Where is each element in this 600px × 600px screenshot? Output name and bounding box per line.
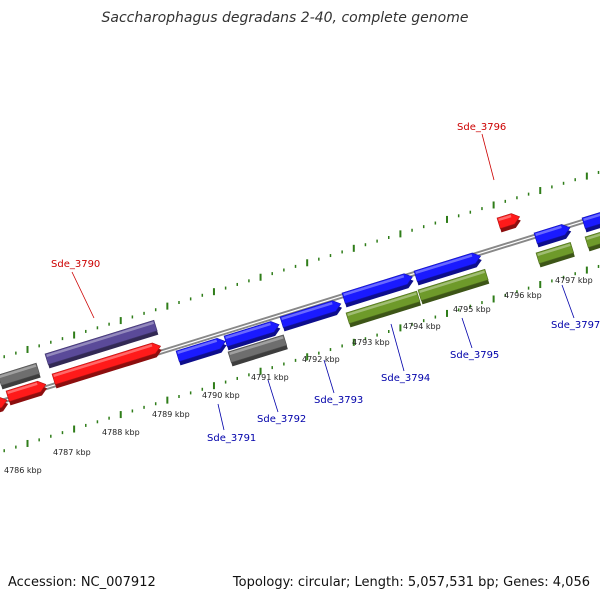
gene-red-sde-3796-shine — [498, 214, 512, 222]
gene-red-edge[interactable] — [0, 395, 10, 414]
gene-blue-e[interactable] — [413, 251, 483, 286]
leader-sde-3795 — [461, 317, 473, 349]
gene-purple-sde-3790-shine — [46, 321, 154, 358]
kbp-label-4787: 4787 kbp — [53, 448, 91, 457]
gene-red-small-shine — [7, 382, 38, 395]
leader-sde-3797 — [561, 284, 575, 319]
gene-green-sde-3797-body — [535, 241, 575, 264]
leader-sde-3794 — [390, 323, 405, 372]
gene-red-sde-3796[interactable] — [496, 211, 522, 233]
kbp-label-4794: 4794 kbp — [403, 322, 441, 331]
gene-purple-sde-3790-body — [44, 319, 158, 365]
gene-blue-c[interactable] — [279, 299, 344, 332]
gene-blue-fwd-right-body — [581, 210, 600, 229]
kbp-label-4789: 4789 kbp — [152, 410, 190, 419]
gene-gray-sde-3792-body — [227, 334, 288, 363]
gene-blue-sde-3791[interactable] — [175, 336, 228, 366]
gene-red-sde-3796-body — [496, 213, 521, 229]
leader-sde-3792 — [267, 379, 279, 413]
kbp-label-4791: 4791 kbp — [251, 373, 289, 382]
gene-green-sde-3794[interactable] — [345, 290, 422, 328]
gene-label-sde-3794[interactable]: Sde_3794 — [381, 373, 430, 384]
gene-green-sde-3795[interactable] — [417, 268, 490, 305]
kbp-label-4797: 4797 kbp — [555, 276, 593, 285]
gene-features — [0, 210, 600, 414]
gene-blue-b[interactable] — [223, 319, 282, 351]
outer-tick-track — [3, 170, 600, 359]
accession-text: Accession: NC_007912 — [8, 575, 156, 590]
genome-summary-text: Topology: circular; Length: 5,057,531 bp… — [232, 575, 590, 590]
leader-sde-3791 — [217, 403, 225, 431]
gene-label-sde-3790[interactable]: Sde_3790 — [51, 259, 100, 270]
gene-gray-sde-3792[interactable] — [227, 334, 288, 367]
gene-red-edge-body — [0, 396, 8, 410]
kbp-label-4788: 4788 kbp — [102, 428, 140, 437]
gene-red-big-body — [51, 342, 162, 385]
gene-purple-sde-3790[interactable] — [44, 319, 159, 369]
gene-blue-sde-3791-body — [175, 337, 226, 362]
gene-label-sde-3796[interactable]: Sde_3796 — [457, 122, 506, 133]
gene-green-sde-3797[interactable] — [535, 241, 575, 268]
kbp-label-4796: 4796 kbp — [504, 291, 542, 300]
kbp-label-4786: 4786 kbp — [4, 466, 42, 475]
gene-gray-left[interactable] — [0, 362, 41, 390]
gene-green-sde-3794-shine — [347, 292, 417, 317]
gene-red-big[interactable] — [51, 341, 163, 389]
gene-gray-sde-3792-shine — [229, 336, 284, 356]
kbp-label-4792: 4792 kbp — [302, 355, 340, 364]
gene-blue-c-shine — [281, 301, 333, 321]
gene-label-sde-3795[interactable]: Sde_3795 — [450, 350, 499, 361]
gene-label-sde-3792[interactable]: Sde_3792 — [257, 414, 306, 425]
map-title: Saccharophagus degradans 2-40, complete … — [102, 10, 469, 26]
gene-label-sde-3797[interactable]: Sde_3797 — [551, 320, 600, 331]
gene-blue-b-shine — [225, 322, 271, 340]
kbp-label-4795: 4795 kbp — [453, 305, 491, 314]
leader-sde-3790 — [71, 271, 95, 319]
gene-gray-left-shine — [0, 364, 37, 379]
gene-blue-f-body — [533, 224, 571, 244]
gene-green-edge[interactable] — [584, 230, 600, 252]
leader-sde-3793 — [323, 359, 335, 394]
gene-blue-f[interactable] — [533, 222, 573, 248]
gene-green-edge-body — [584, 230, 600, 248]
gene-gray-left-body — [0, 362, 40, 386]
gene-blue-b-body — [223, 321, 280, 347]
leader-sde-3796 — [481, 133, 495, 181]
gene-blue-f-shine — [535, 225, 562, 237]
gene-blue-e-shine — [415, 254, 473, 275]
gene-blue-fwd-right[interactable] — [581, 210, 600, 233]
kbp-label-4793: 4793 kbp — [352, 338, 390, 347]
kbp-label-4790: 4790 kbp — [202, 391, 240, 400]
gene-label-sde-3793[interactable]: Sde_3793 — [314, 395, 363, 406]
gene-red-small-body — [5, 380, 47, 402]
gene-blue-c-body — [279, 300, 342, 328]
gene-label-sde-3791[interactable]: Sde_3791 — [207, 433, 256, 444]
gene-blue-d[interactable] — [341, 272, 415, 308]
gene-blue-d-body — [341, 273, 413, 304]
gene-labels: Sde_3790 Sde_3796 Sde_3791 Sde_3792 Sde_… — [51, 122, 600, 444]
gene-green-sde-3795-shine — [419, 270, 485, 294]
inner-tick-track — [3, 264, 600, 453]
gene-green-sde-3797-shine — [537, 243, 571, 257]
gene-blue-e-body — [413, 252, 482, 282]
gene-label-leaders — [71, 133, 575, 431]
gene-blue-sde-3791-shine — [177, 339, 218, 355]
kbp-scale-labels: 4786 kbp 4787 kbp 4788 kbp 4789 kbp 4790… — [4, 276, 593, 475]
gene-red-small[interactable] — [5, 379, 49, 406]
gene-red-big-shine — [53, 344, 153, 378]
gene-green-sde-3794-body — [345, 290, 421, 324]
gene-blue-d-shine — [343, 275, 405, 297]
gene-green-sde-3795-body — [417, 268, 489, 301]
